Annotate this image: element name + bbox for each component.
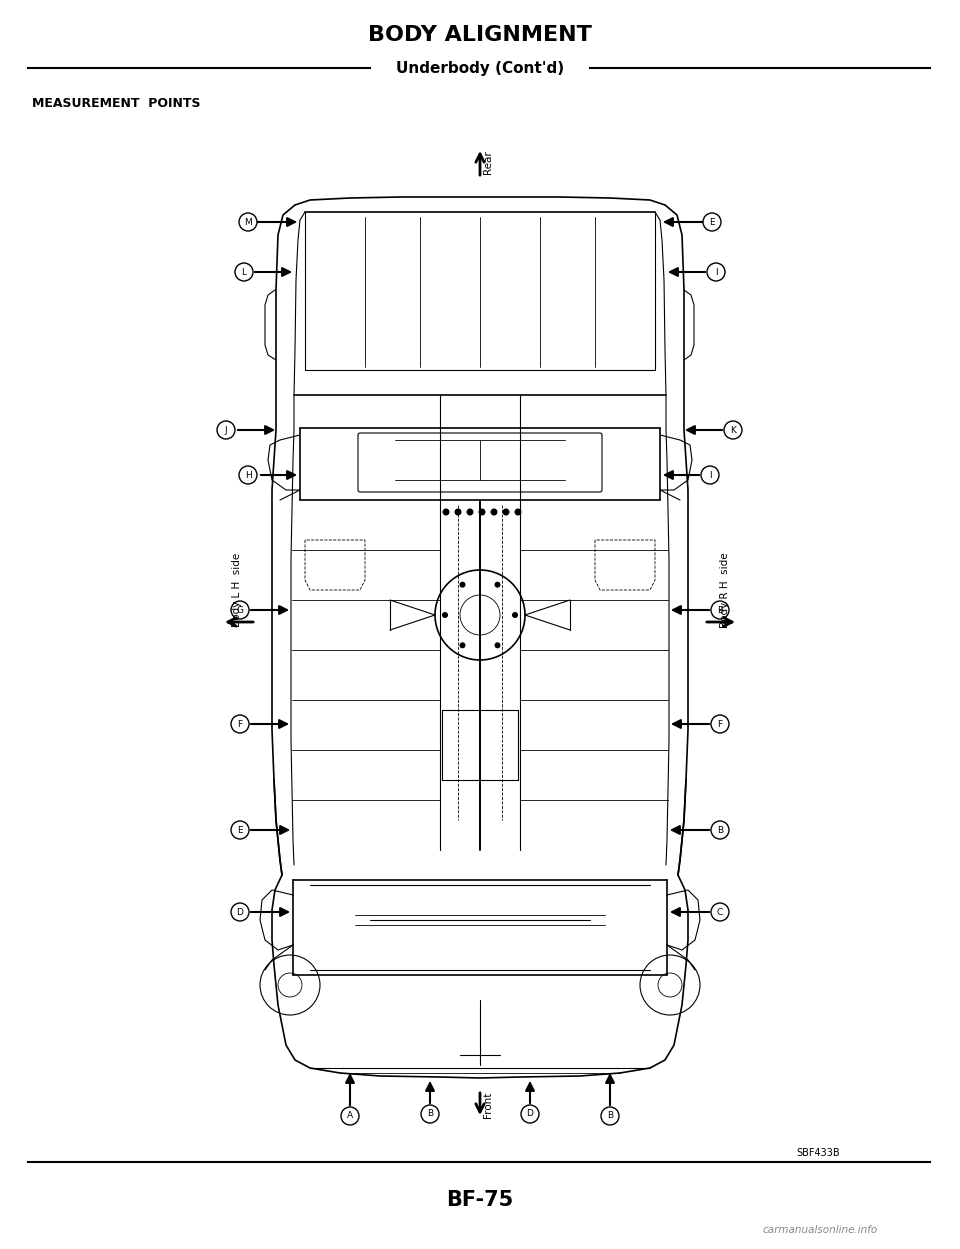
Circle shape [703, 214, 721, 231]
Circle shape [239, 214, 257, 231]
Circle shape [707, 264, 725, 281]
Text: D: D [236, 908, 244, 917]
Circle shape [421, 1105, 439, 1123]
Circle shape [231, 903, 249, 921]
Circle shape [711, 821, 729, 839]
Circle shape [515, 508, 521, 516]
Circle shape [711, 601, 729, 620]
Text: I: I [714, 267, 717, 276]
Text: Body L H  side: Body L H side [232, 553, 242, 627]
Text: C: C [717, 908, 723, 917]
Text: G: G [236, 606, 244, 615]
Circle shape [341, 1107, 359, 1125]
FancyBboxPatch shape [358, 433, 602, 492]
Circle shape [231, 601, 249, 620]
Circle shape [460, 642, 466, 648]
Text: K: K [730, 426, 736, 435]
Text: E: E [709, 217, 715, 226]
Circle shape [217, 421, 235, 438]
Text: E: E [237, 826, 243, 834]
Circle shape [491, 508, 497, 516]
Text: A: A [347, 1112, 353, 1120]
Text: SBF433B: SBF433B [797, 1148, 840, 1158]
Text: B: B [427, 1109, 433, 1119]
Text: Front: Front [483, 1092, 493, 1118]
Text: BF-75: BF-75 [446, 1190, 514, 1210]
Circle shape [443, 508, 449, 516]
Circle shape [502, 508, 510, 516]
Text: F: F [717, 719, 723, 728]
Circle shape [601, 1107, 619, 1125]
Circle shape [711, 903, 729, 921]
Text: Rear: Rear [483, 150, 493, 174]
Text: L: L [242, 267, 247, 276]
Text: D: D [527, 1109, 534, 1119]
Circle shape [235, 264, 253, 281]
Circle shape [512, 612, 518, 618]
Circle shape [711, 714, 729, 733]
Text: Body R H  side: Body R H side [720, 552, 730, 628]
Text: H: H [245, 471, 252, 480]
Circle shape [454, 508, 462, 516]
Circle shape [521, 1105, 539, 1123]
Text: B: B [717, 606, 723, 615]
Circle shape [239, 466, 257, 485]
Circle shape [478, 508, 486, 516]
Text: carmanualsonline.info: carmanualsonline.info [762, 1225, 877, 1235]
Text: M: M [244, 217, 252, 226]
Circle shape [460, 582, 466, 588]
Circle shape [494, 642, 500, 648]
Circle shape [701, 466, 719, 485]
Circle shape [494, 582, 500, 588]
Text: I: I [708, 471, 711, 480]
Text: F: F [237, 719, 243, 728]
Circle shape [231, 821, 249, 839]
Text: B: B [717, 826, 723, 834]
Text: MEASUREMENT  POINTS: MEASUREMENT POINTS [32, 96, 201, 110]
Text: J: J [225, 426, 228, 435]
Circle shape [467, 508, 473, 516]
Circle shape [442, 612, 448, 618]
Text: Underbody (Cont'd): Underbody (Cont'd) [396, 60, 564, 75]
Circle shape [231, 714, 249, 733]
Text: B: B [607, 1112, 613, 1120]
Circle shape [724, 421, 742, 438]
Text: BODY ALIGNMENT: BODY ALIGNMENT [368, 25, 592, 45]
